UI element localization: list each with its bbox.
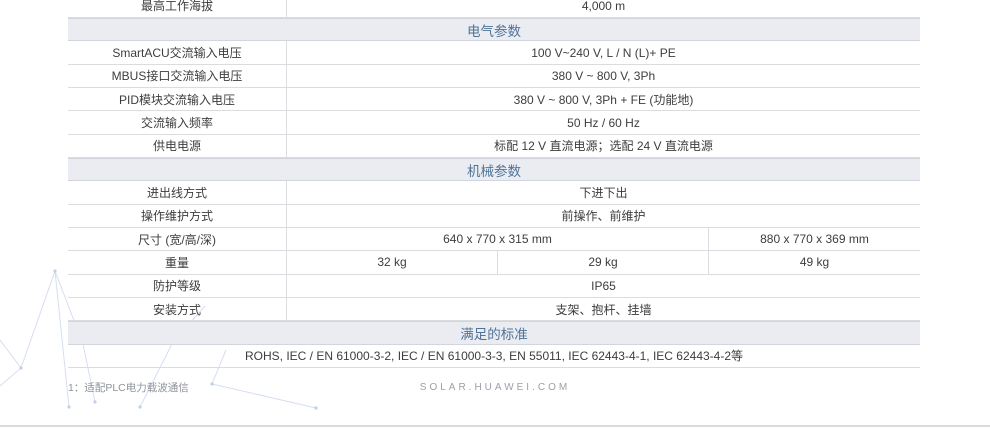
weight-value-1: 32 kg <box>287 251 498 274</box>
row-label: 进出线方式 <box>68 181 287 204</box>
section-header-electrical: 电气参数 <box>68 18 920 42</box>
row-value: 标配 12 V 直流电源；选配 24 V 直流电源 <box>494 139 713 154</box>
row-value: 前操作、前维护 <box>561 209 646 224</box>
row-label: 供电电源 <box>68 134 287 157</box>
website-url: SOLAR.HUAWEI.COM <box>419 382 571 393</box>
spec-table: 最高工作海拔 4,000 m 电气参数 SmartACU交流输入电压 100 V… <box>68 0 920 368</box>
table-row-protection-rating: 防护等级 IP65 <box>68 274 920 298</box>
row-label: MBUS接口交流输入电压 <box>68 64 287 88</box>
table-row-max-altitude: 最高工作海拔 4,000 m <box>68 0 920 19</box>
table-row-cable-routing: 进出线方式 下进下出 <box>68 181 920 205</box>
table-row-power-supply: 供电电源 标配 12 V 直流电源；选配 24 V 直流电源 <box>68 134 920 158</box>
section-header-standards: 满足的标准 <box>68 321 920 345</box>
bottom-divider <box>0 425 990 427</box>
row-label: SmartACU交流输入电压 <box>68 41 287 64</box>
table-row-smartacu-ac-input: SmartACU交流输入电压 100 V~240 V, L / N (L)+ P… <box>68 41 920 65</box>
row-value: 50 Hz / 60 Hz <box>567 115 640 130</box>
row-label: 重量 <box>68 251 287 274</box>
row-label: 操作维护方式 <box>68 204 287 227</box>
section-header-mechanical: 机械参数 <box>68 158 920 182</box>
row-value: 100 V~240 V, L / N (L)+ PE <box>531 45 676 60</box>
row-value: 380 V ~ 800 V, 3Ph + FE (功能地) <box>513 92 694 107</box>
standards-value: ROHS, IEC / EN 61000-3-2, IEC / EN 61000… <box>244 349 744 364</box>
row-value: 380 V ~ 800 V, 3Ph <box>551 68 656 83</box>
table-row-mounting: 安装方式 支架、抱杆、挂墙 <box>68 297 920 322</box>
section-title: 电气参数 <box>467 23 521 39</box>
row-value: 下进下出 <box>579 185 628 200</box>
section-title: 满足的标准 <box>460 326 528 342</box>
row-label: PID模块交流输入电压 <box>68 88 287 111</box>
row-value: IP65 <box>591 278 616 293</box>
footnote: 1：适配PLC电力载波通信 <box>68 382 189 394</box>
table-row-standards: ROHS, IEC / EN 61000-3-2, IEC / EN 61000… <box>68 345 920 368</box>
row-value: 支架、抱杆、挂墙 <box>555 302 652 317</box>
dimensions-value-a: 640 x 770 x 315 mm <box>287 227 709 251</box>
table-row-dimensions: 尺寸 (宽/高/深) 640 x 770 x 315 mm 880 x 770 … <box>68 227 920 252</box>
table-row-weight: 重量 32 kg 29 kg 49 kg <box>68 251 920 275</box>
weight-value-3: 49 kg <box>799 255 830 270</box>
row-label: 最高工作海拔 <box>68 0 287 18</box>
dimensions-value-b: 880 x 770 x 369 mm <box>760 232 869 247</box>
table-row-operation-maintenance: 操作维护方式 前操作、前维护 <box>68 204 920 228</box>
row-label: 尺寸 (宽/高/深) <box>68 227 287 251</box>
section-title: 机械参数 <box>467 163 521 179</box>
weight-value-2: 29 kg <box>498 251 709 274</box>
row-label: 安装方式 <box>68 297 287 321</box>
table-row-ac-frequency: 交流输入频率 50 Hz / 60 Hz <box>68 111 920 135</box>
row-label: 交流输入频率 <box>68 111 287 134</box>
row-label: 防护等级 <box>68 274 287 297</box>
table-row-pid-ac-input: PID模块交流输入电压 380 V ~ 800 V, 3Ph + FE (功能地… <box>68 88 920 112</box>
row-value: 4,000 m <box>581 0 626 13</box>
table-row-mbus-ac-input: MBUS接口交流输入电压 380 V ~ 800 V, 3Ph <box>68 64 920 89</box>
